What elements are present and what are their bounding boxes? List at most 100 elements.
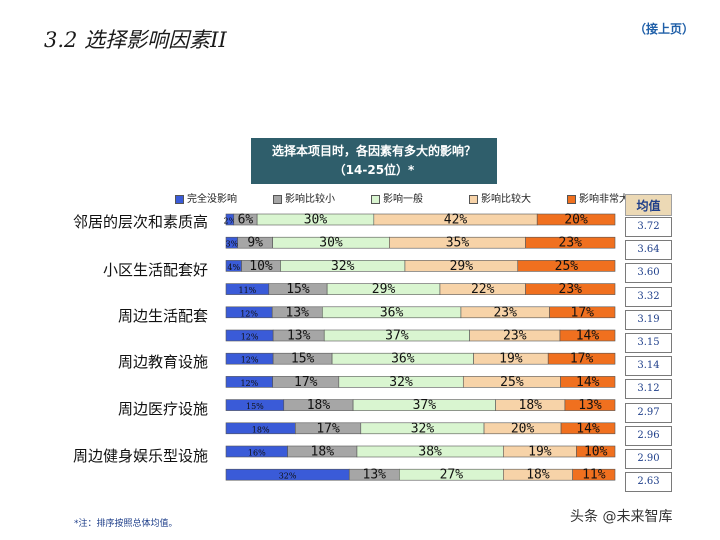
bar-label-r1-s4: 42%	[444, 213, 468, 228]
legend-item-1: 完全没影响	[175, 190, 237, 205]
continued-note: （接上页）	[633, 22, 694, 36]
legend-swatch-2	[273, 194, 282, 204]
legend-item-2: 影响比较小	[273, 190, 335, 205]
mean-value-10: 2.96	[625, 425, 672, 446]
bar-segment-r11-s5	[576, 445, 616, 458]
bar-segment-r6-s5	[559, 329, 616, 342]
bar-label-r1-s1: 2%	[224, 217, 237, 226]
bar-label-r6-s3: 37%	[385, 329, 409, 344]
bar-label-r11-s1: 16%	[248, 449, 266, 458]
bar-label-r11-s2: 18%	[311, 445, 335, 460]
bar-label-r4-s1: 11%	[239, 286, 257, 295]
category-label-2: 小区生活配套好	[102, 261, 208, 279]
bar-label-r11-s5: 10%	[584, 445, 608, 460]
category-label-4: 周边教育设施	[117, 353, 208, 371]
page-title: 3.2 选择影响因素II	[44, 28, 227, 52]
bar-segment-r10-s5	[560, 422, 616, 435]
bar-label-r11-s4: 19%	[528, 445, 552, 460]
legend-swatch-1	[175, 194, 184, 204]
bar-label-r12-s4: 18%	[526, 468, 550, 483]
bar-label-r4-s5: 23%	[559, 282, 583, 297]
watermark: 头条 @未来智库	[570, 509, 673, 525]
bar-label-r3-s5: 25%	[555, 259, 579, 274]
bar-segment-r2-s5	[525, 236, 616, 249]
question-line-2: （14-25位）*	[333, 163, 415, 177]
bar-label-r12-s1: 32%	[279, 472, 297, 481]
legend-label-3: 影响一般	[383, 194, 423, 205]
mean-value-12: 2.63	[625, 472, 672, 493]
bar-label-r2-s5: 23%	[559, 236, 583, 251]
legend-item-5: 影响非常大	[567, 190, 629, 205]
bar-label-r8-s2: 17%	[294, 375, 318, 390]
footnote: *注：排序按照总体均值。	[74, 519, 178, 529]
bar-segment-r9-s5	[564, 399, 616, 411]
bar-label-r6-s4: 23%	[503, 329, 527, 344]
legend-item-3: 影响一般	[371, 190, 423, 205]
category-label-3: 周边生活配套	[117, 307, 208, 325]
bar-label-r10-s5: 14%	[576, 421, 600, 436]
bar-label-r6-s5: 14%	[576, 329, 600, 344]
chart-question-box: 选择本项目时，各因素有多大的影响？ （14-25位）*	[251, 138, 497, 184]
bar-label-r7-s2: 15%	[291, 352, 315, 367]
bar-label-r11-s3: 38%	[418, 445, 442, 460]
bar-label-r9-s3: 37%	[413, 398, 437, 413]
bar-label-r9-s1: 15%	[246, 402, 264, 411]
bar-label-r8-s4: 25%	[500, 375, 524, 390]
mean-value-8: 3.12	[625, 379, 672, 400]
bar-label-r7-s1: 12%	[241, 356, 259, 365]
bar-label-r3-s4: 29%	[450, 259, 474, 274]
bar-label-r12-s3: 27%	[440, 468, 464, 483]
bar-label-r12-s5: 11%	[582, 468, 606, 483]
mean-value-2: 3.64	[625, 240, 672, 261]
category-label-5: 周边医疗设施	[117, 400, 208, 418]
bar-label-r5-s3: 36%	[380, 305, 404, 320]
mean-value-5: 3.19	[625, 309, 672, 330]
bar-label-r8-s5: 14%	[576, 375, 600, 390]
bar-segment-r3-s5	[517, 260, 616, 272]
legend-item-4: 影响比较大	[469, 190, 531, 205]
mean-value-11: 2.90	[625, 449, 672, 469]
legend-swatch-4	[469, 194, 478, 204]
category-label-6: 周边健身娱乐型设施	[72, 447, 208, 465]
mean-value-9: 2.97	[625, 402, 672, 423]
bar-label-r5-s5: 17%	[571, 305, 595, 320]
bar-label-r4-s4: 22%	[471, 282, 495, 297]
bar-label-r3-s1: 4%	[227, 263, 240, 272]
mean-value-4: 3.32	[625, 286, 672, 307]
bar-label-r2-s1: 3%	[225, 240, 238, 249]
mean-header: 均值	[625, 194, 672, 216]
legend-swatch-5	[567, 194, 576, 204]
bar-label-r6-s1: 12%	[241, 333, 259, 342]
bar-label-r7-s3: 36%	[391, 352, 415, 367]
question-line-1: 选择本项目时，各因素有多大的影响？	[271, 144, 476, 158]
bar-label-r10-s3: 32%	[411, 421, 435, 436]
bar-label-r12-s2: 13%	[363, 468, 387, 483]
bar-label-r2-s3: 30%	[319, 236, 343, 251]
bar-label-r10-s2: 17%	[316, 421, 340, 436]
bar-label-r9-s2: 18%	[307, 398, 331, 413]
bar-label-r10-s1: 18%	[252, 425, 270, 434]
legend-label-5: 影响非常大	[579, 194, 629, 205]
bar-label-r2-s4: 35%	[446, 236, 470, 251]
category-label-1: 邻居的层次和素质高	[72, 213, 208, 231]
bar-label-r1-s5: 20%	[564, 213, 588, 228]
bar-label-r2-s2: 9%	[247, 236, 263, 251]
bar-label-r4-s3: 29%	[372, 282, 396, 297]
mean-value-3: 3.60	[625, 263, 672, 284]
bar-label-r5-s4: 23%	[493, 305, 517, 320]
mean-value-6: 3.15	[625, 333, 672, 353]
mean-value-1: 3.72	[625, 217, 672, 237]
bar-segment-r5-s5	[549, 306, 616, 319]
bar-label-r1-s2: 6%	[238, 213, 254, 228]
legend-label-4: 影响比较大	[481, 194, 531, 205]
legend-swatch-3	[371, 194, 380, 204]
bar-label-r8-s3: 32%	[389, 375, 413, 390]
bar-label-r10-s4: 20%	[511, 421, 535, 436]
bar-segment-r1-s5	[536, 213, 616, 226]
bar-segment-r7-s5	[547, 352, 616, 365]
legend-label-2: 影响比较小	[285, 194, 335, 205]
bar-segment-r8-s5	[560, 376, 616, 388]
bar-label-r9-s5: 13%	[578, 398, 602, 413]
bar-label-r6-s2: 13%	[287, 329, 311, 344]
